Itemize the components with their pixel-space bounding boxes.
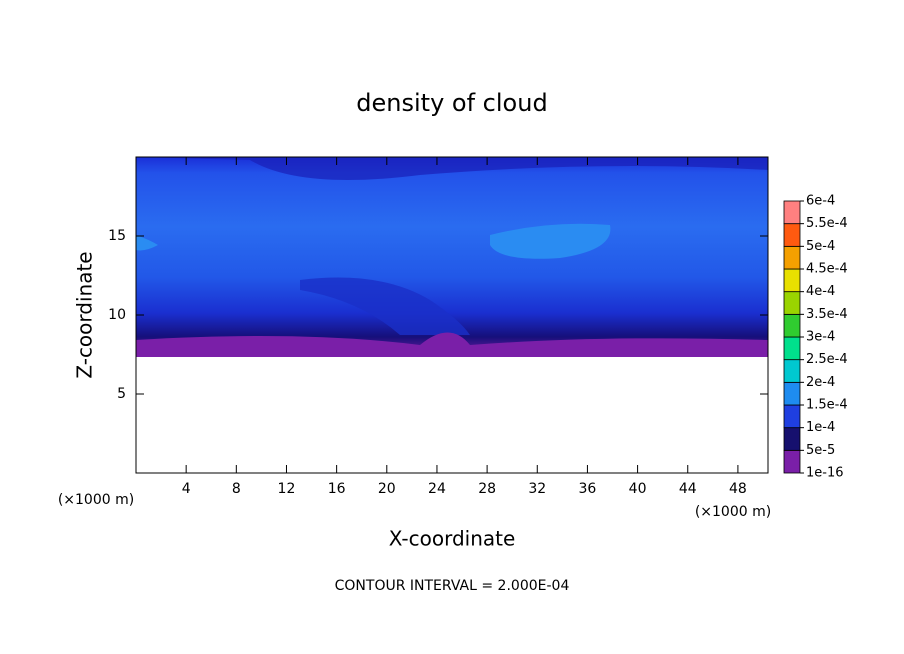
contour-note: CONTOUR INTERVAL = 2.000E-04 — [335, 578, 570, 594]
x-tick-label: 16 — [328, 481, 346, 497]
x-tick-label: 48 — [729, 481, 747, 497]
colorbar-label: 6e-4 — [806, 194, 835, 209]
x-tick-label: 36 — [579, 481, 597, 497]
colorbar-label: 4.5e-4 — [806, 262, 848, 277]
x-tick-label: 8 — [232, 481, 241, 497]
colorbar-label: 2e-4 — [806, 375, 835, 390]
y-axis-label: Z-coordinate — [73, 251, 97, 378]
colorbar-box — [783, 427, 801, 451]
x-unit: (×1000 m) — [695, 504, 771, 520]
x-tick-label: 24 — [428, 481, 446, 497]
x-tick-label: 44 — [679, 481, 697, 497]
y-tick-label: 5 — [117, 386, 126, 402]
x-tick-label: 28 — [478, 481, 496, 497]
chart-title: density of cloud — [356, 89, 547, 117]
axes: 4 8 12 16 20 24 28 32 36 40 44 48510151e-165e-51e-4… — [108, 157, 848, 497]
colorbar-label: 4e-4 — [806, 284, 835, 299]
colorbar-box — [783, 268, 801, 293]
colorbar-box — [783, 359, 801, 383]
colorbar-box — [783, 313, 801, 338]
x-tick-label: 12 — [278, 481, 296, 497]
colorbar-label: 2.5e-4 — [806, 352, 848, 367]
colorbar-box — [783, 245, 801, 270]
colorbar-label: 3.5e-4 — [806, 307, 848, 322]
colorbar-box — [783, 336, 801, 361]
colorbar-label: 1.5e-4 — [806, 398, 848, 413]
colorbar-label: 3e-4 — [806, 330, 835, 345]
colorbar-box — [783, 291, 801, 315]
x-tick-label: 32 — [528, 481, 546, 497]
colorbar-box — [783, 223, 801, 247]
colorbar-box — [783, 200, 801, 225]
colorbar-box — [783, 449, 801, 474]
colorbar-label: 5.5e-4 — [806, 216, 848, 231]
colorbar-box — [783, 381, 801, 406]
colorbar-label: 1e-4 — [806, 420, 835, 435]
colorbar-label: 5e-4 — [806, 239, 835, 254]
y-tick-label: 15 — [108, 228, 126, 244]
colorbar-box — [783, 404, 801, 429]
x-tick-label: 4 — [182, 481, 191, 497]
x-tick-label: 40 — [629, 481, 647, 497]
y-tick-label: 10 — [108, 307, 126, 323]
x-axis-label: X-coordinate — [389, 527, 516, 551]
x-tick-label: 20 — [378, 481, 396, 497]
colorbar-label: 5e-5 — [806, 443, 835, 458]
colorbar-label: 1e-16 — [806, 466, 844, 481]
contour-field — [136, 157, 768, 473]
y-unit: (×1000 m) — [58, 492, 134, 508]
